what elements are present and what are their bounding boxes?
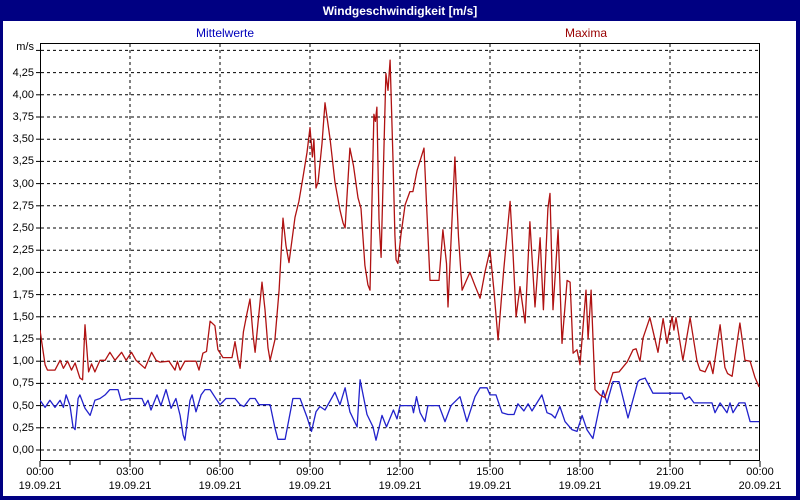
y-tick-label: 4,00 <box>12 88 34 101</box>
x-tick-date-label: 19.09.21 <box>288 480 332 492</box>
x-tick-date-label: 19.09.21 <box>378 480 422 492</box>
y-tick-label: 2,00 <box>12 266 34 279</box>
y-tick-label: 3,50 <box>12 133 34 146</box>
x-tick-time-label: 18:00 <box>566 466 594 478</box>
x-tick-time-label: 06:00 <box>206 466 234 478</box>
y-tick-label: 3,25 <box>12 155 34 168</box>
x-tick-date-label: 19.09.21 <box>198 480 242 492</box>
window-title: Windgeschwindigkeit [m/s] <box>322 3 478 18</box>
x-tick-time-label: 09:00 <box>296 466 324 478</box>
x-tick-time-label: 00:00 <box>746 466 774 478</box>
y-tick-label: 2,25 <box>12 244 34 257</box>
x-tick-date-label: 19.09.21 <box>648 480 692 492</box>
title-bar: Windgeschwindigkeit [m/s] <box>0 0 800 21</box>
legend-mean-label: Mittelwerte <box>195 26 255 40</box>
mittelwerte-line <box>40 377 760 441</box>
y-axis-unit-label: m/s <box>16 41 34 53</box>
chart-panel: Mittelwerte Maxima m/s 0,00 0,25 0,50 0,75 1… <box>3 21 796 496</box>
x-tick-time-label: 15:00 <box>476 466 504 478</box>
y-tick-label: 0,50 <box>12 399 34 412</box>
y-tick-label: 4,25 <box>12 66 34 79</box>
plot-border <box>40 43 760 461</box>
y-tick-label: 0,00 <box>12 444 34 456</box>
y-tick-label: 1,75 <box>12 288 34 301</box>
x-tick-date-label: 19.09.21 <box>468 480 512 492</box>
x-tick-date-label: 19.09.21 <box>108 480 152 492</box>
y-tick-label: 1,25 <box>12 333 34 345</box>
y-tick-label: 2,50 <box>12 222 34 234</box>
x-tick-date-label: 19.09.21 <box>18 480 62 492</box>
y-tick-label: 1,50 <box>12 310 34 323</box>
y-tick-label: 2,75 <box>12 199 34 212</box>
y-tick-label: 3,00 <box>12 177 34 190</box>
x-tick-time-label: 03:00 <box>116 466 144 478</box>
x-tick-time-label: 12:00 <box>386 466 414 478</box>
legend-max-label: Maxima <box>564 26 608 40</box>
y-tick-label: 3,75 <box>12 111 34 123</box>
x-tick-date-label: 20.09.21 <box>738 480 782 492</box>
series-lines <box>40 59 760 441</box>
x-tick-time-label: 00:00 <box>26 466 54 478</box>
y-tick-label: 0,25 <box>12 421 34 434</box>
x-tick-date-label: 19.09.21 <box>558 480 602 492</box>
axis-ticks <box>36 49 761 467</box>
gridlines <box>41 44 759 460</box>
maxima-line <box>40 59 760 399</box>
y-tick-label: 1,00 <box>12 355 34 368</box>
y-tick-label: 0,75 <box>12 377 34 390</box>
x-tick-time-label: 21:00 <box>656 466 684 478</box>
